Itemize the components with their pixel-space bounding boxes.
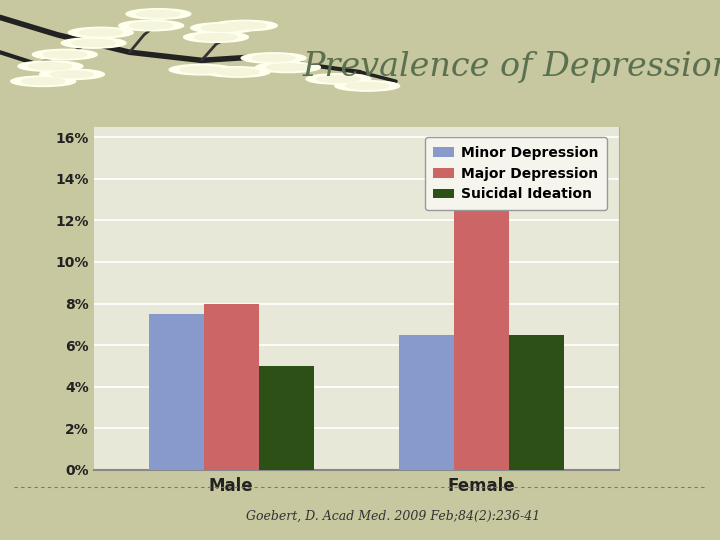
- Circle shape: [68, 28, 133, 38]
- Circle shape: [223, 22, 266, 29]
- Circle shape: [43, 51, 86, 58]
- Circle shape: [29, 63, 72, 70]
- Circle shape: [40, 69, 104, 79]
- Circle shape: [169, 64, 234, 75]
- Circle shape: [72, 39, 115, 46]
- Circle shape: [191, 23, 256, 33]
- Circle shape: [180, 66, 223, 73]
- Circle shape: [32, 49, 97, 60]
- Bar: [509, 335, 564, 470]
- Circle shape: [126, 9, 191, 19]
- Circle shape: [11, 76, 76, 86]
- Bar: [148, 314, 204, 470]
- Circle shape: [306, 74, 371, 84]
- Circle shape: [317, 76, 360, 83]
- Circle shape: [202, 24, 245, 31]
- Circle shape: [252, 55, 295, 62]
- Circle shape: [137, 10, 180, 17]
- Circle shape: [212, 21, 277, 31]
- Circle shape: [346, 83, 389, 90]
- Circle shape: [216, 69, 259, 76]
- Circle shape: [256, 62, 320, 72]
- Legend: Minor Depression, Major Depression, Suicidal Ideation: Minor Depression, Major Depression, Suic…: [425, 137, 607, 210]
- Circle shape: [335, 80, 400, 91]
- Circle shape: [50, 71, 94, 78]
- Circle shape: [79, 29, 122, 36]
- Circle shape: [241, 53, 306, 63]
- Bar: [204, 303, 258, 470]
- Bar: [399, 335, 454, 470]
- Circle shape: [184, 32, 248, 42]
- Circle shape: [22, 78, 65, 85]
- Text: Goebert, D. Acad Med. 2009 Feb;84(2):236-41: Goebert, D. Acad Med. 2009 Feb;84(2):236…: [246, 510, 540, 523]
- Bar: [258, 366, 314, 470]
- Circle shape: [119, 21, 184, 31]
- Circle shape: [194, 33, 238, 40]
- Circle shape: [61, 38, 126, 48]
- Circle shape: [266, 64, 310, 71]
- Circle shape: [18, 61, 83, 71]
- Text: Prevalence of Depression: Prevalence of Depression: [303, 51, 720, 83]
- Circle shape: [130, 22, 173, 29]
- Bar: [454, 158, 509, 470]
- Circle shape: [205, 67, 270, 77]
